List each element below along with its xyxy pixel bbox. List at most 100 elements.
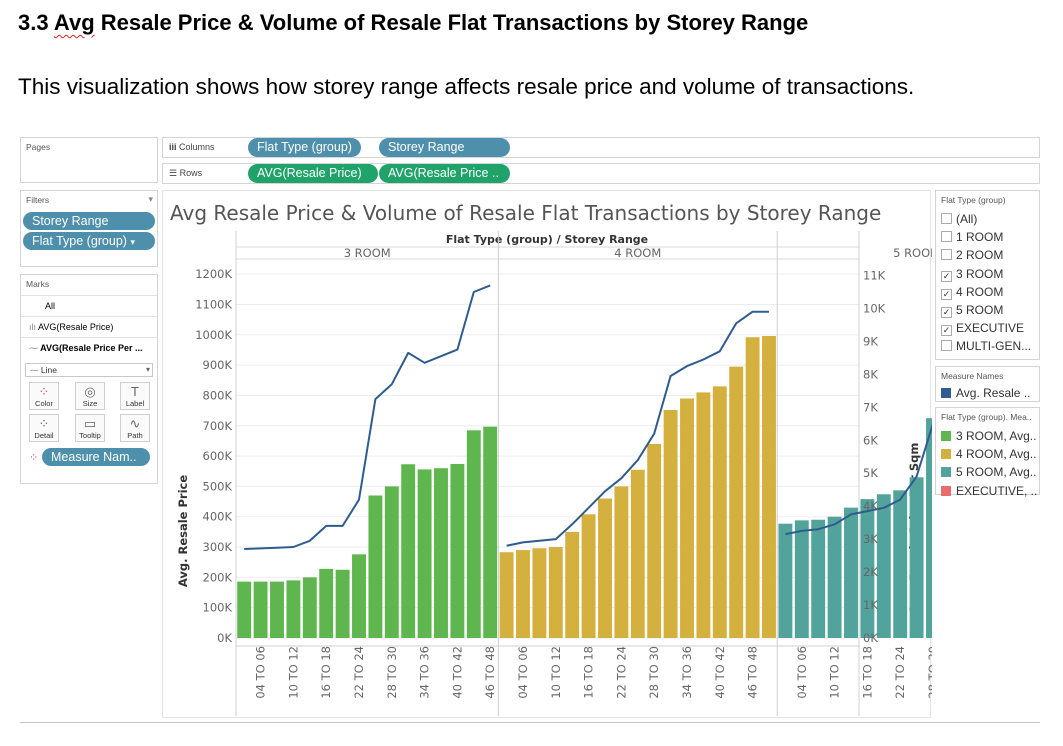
- path-button[interactable]: ∿ Path: [120, 414, 150, 442]
- bar: [384, 486, 399, 638]
- checkbox-checked-icon[interactable]: ✓: [941, 288, 952, 300]
- tooltip-button[interactable]: ▭ Tooltip: [75, 414, 105, 442]
- y2-tick-label: 11K: [863, 268, 886, 282]
- marks-layer-all[interactable]: All: [21, 295, 157, 315]
- line-mark-icon: ⁓: [30, 365, 39, 375]
- column-pill-storey-range[interactable]: Storey Range: [379, 138, 510, 157]
- bar: [270, 581, 284, 638]
- heading-word-avg: Avg: [53, 10, 95, 35]
- y2-tick-label: 2K: [863, 565, 878, 579]
- flat-type-filter-item[interactable]: ✓ 5 ROOM: [941, 303, 1004, 318]
- category-tick-label: 04 TO 06: [254, 646, 268, 699]
- path-icon: ∿: [129, 416, 141, 431]
- bar: [745, 337, 760, 638]
- bar: [581, 514, 596, 638]
- marks-pill-measure-names[interactable]: Measure Nam..: [42, 448, 150, 466]
- bar: [614, 486, 629, 638]
- flat-type-filter-item[interactable]: ✓ 3 ROOM: [941, 266, 1004, 282]
- bar: [483, 426, 498, 638]
- flat-type-filter-title: Flat Type (group): [941, 195, 1006, 205]
- y-tick-label: 200K: [203, 570, 233, 584]
- category-tick-label: 46 TO 48: [746, 646, 760, 699]
- bar: [286, 580, 301, 638]
- pane-header-label: 4 ROOM: [614, 246, 661, 260]
- y-tick-label: 400K: [203, 510, 233, 524]
- label-button[interactable]: T Label: [120, 382, 150, 410]
- filters-panel: Filters ▾ Storey Range Flat Type (group)…: [20, 190, 158, 267]
- line-chart-icon: ⁓: [29, 343, 38, 353]
- y-tick-label: 700K: [203, 419, 233, 433]
- checkbox-checked-icon[interactable]: ✓: [941, 325, 952, 337]
- bar: [860, 499, 875, 638]
- bar: [565, 531, 580, 638]
- columns-shelf[interactable]: iii Columns Flat Type (group) Storey Ran…: [162, 137, 1040, 158]
- y-tick-label: 600K: [203, 449, 233, 463]
- flat-type-filter-item[interactable]: MULTI-GEN...: [941, 339, 1031, 353]
- flat-type-filter-item[interactable]: ✓ 4 ROOM: [941, 284, 1004, 300]
- category-tick-label: 04 TO 06: [516, 646, 530, 699]
- flat-type-filter-item[interactable]: (All): [941, 212, 977, 226]
- marks-layer-avg-resale-price[interactable]: ılı AVG(Resale Price): [21, 316, 157, 336]
- flat-type-filter-item[interactable]: 2 ROOM: [941, 248, 1003, 262]
- size-button[interactable]: ◎ Size: [75, 382, 105, 410]
- bar: [548, 547, 563, 638]
- category-tick-label: 22 TO 24: [614, 646, 628, 699]
- color-legend-item[interactable]: 5 ROOM, Avg..: [941, 465, 1036, 479]
- bar: [680, 398, 694, 638]
- mark-type-select[interactable]: ⁓ Line ▾: [25, 363, 153, 377]
- row-pill-avg-resale-price-per-sqm[interactable]: AVG(Resale Price ..: [379, 164, 510, 183]
- checkbox-unchecked-icon[interactable]: [941, 231, 952, 243]
- bar: [434, 468, 448, 638]
- bar: [647, 443, 662, 638]
- bar: [302, 577, 317, 638]
- category-tick-label: 28 TO 30: [926, 646, 932, 699]
- y-tick-label: 800K: [203, 388, 233, 402]
- checkbox-checked-icon[interactable]: ✓: [941, 270, 952, 282]
- bar-chart-icon: ılı: [29, 322, 37, 332]
- category-tick-label: 34 TO 36: [418, 646, 432, 699]
- y2-tick-label: 1K: [863, 598, 878, 612]
- checkbox-unchecked-icon[interactable]: [941, 340, 952, 352]
- chart-worksheet: Avg Resale Price & Volume of Resale Flat…: [162, 190, 932, 718]
- y2-tick-label: 3K: [863, 532, 878, 546]
- bar: [499, 552, 514, 638]
- checkbox-checked-icon[interactable]: ✓: [941, 307, 952, 318]
- filter-pill-flat-type[interactable]: Flat Type (group) ▾: [23, 232, 155, 250]
- color-legend-item[interactable]: 4 ROOM, Avg..: [941, 447, 1036, 461]
- page-bottom-divider: [20, 722, 1040, 723]
- category-tick-label: 16 TO 18: [319, 646, 333, 699]
- columns-shelf-label: iii Columns: [169, 142, 215, 152]
- measure-names-legend-item[interactable]: Avg. Resale ..: [941, 386, 1030, 400]
- y2-tick-label: 8K: [863, 367, 878, 381]
- color-legend-item[interactable]: 3 ROOM, Avg..: [941, 429, 1036, 443]
- row-pill-avg-resale-price[interactable]: AVG(Resale Price): [248, 164, 378, 183]
- column-pill-flat-type[interactable]: Flat Type (group): [248, 138, 361, 157]
- category-tick-label: 22 TO 24: [893, 646, 907, 699]
- flat-type-filter-card: Flat Type (group) (All) 1 ROOM 2 ROOM ✓ 3 RO…: [935, 190, 1040, 360]
- y-tick-label: 100K: [203, 601, 233, 615]
- flat-type-filter-item[interactable]: 1 ROOM: [941, 230, 1003, 244]
- detail-button[interactable]: ⁘ Detail: [29, 414, 59, 442]
- bar: [893, 490, 908, 638]
- flat-type-filter-item[interactable]: ✓ EXECUTIVE: [941, 321, 1025, 337]
- filter-pill-storey-range[interactable]: Storey Range: [23, 212, 155, 230]
- color-button[interactable]: ⁘ Color: [29, 382, 59, 410]
- checkbox-unchecked-icon[interactable]: [941, 213, 952, 224]
- pages-panel: Pages: [20, 137, 158, 183]
- y2-tick-label: 10K: [863, 301, 886, 315]
- color-legend: Flat Type (group). Mea.. 3 ROOM, Avg.. 4 …: [935, 407, 1040, 498]
- heading-number: 3.3: [18, 10, 54, 35]
- measure-names-color-icon: ⁘: [29, 452, 39, 464]
- rows-shelf[interactable]: ☰ Rows AVG(Resale Price) AVG(Resale Pric…: [162, 163, 1040, 184]
- bar: [827, 516, 842, 638]
- legend-swatch: [941, 388, 951, 398]
- bar: [778, 523, 793, 638]
- checkbox-unchecked-icon[interactable]: [941, 249, 952, 261]
- bar: [630, 469, 645, 638]
- color-legend-item[interactable]: EXECUTIVE, ..: [941, 484, 1037, 498]
- series-line-price-per-sqm: [506, 310, 769, 547]
- marks-layer-avg-resale-price-per-sqm[interactable]: ⁓ AVG(Resale Price Per ...: [21, 337, 157, 357]
- bar: [811, 519, 826, 638]
- rows-shelf-label: ☰ Rows: [169, 168, 203, 178]
- filters-panel-chevron-icon[interactable]: ▾: [148, 194, 153, 204]
